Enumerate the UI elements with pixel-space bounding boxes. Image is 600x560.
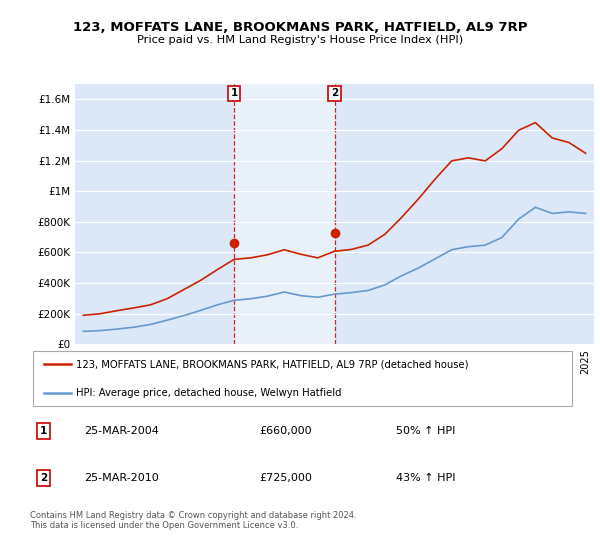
Text: 123, MOFFATS LANE, BROOKMANS PARK, HATFIELD, AL9 7RP: 123, MOFFATS LANE, BROOKMANS PARK, HATFI… xyxy=(73,21,527,34)
Text: 1: 1 xyxy=(40,426,47,436)
FancyBboxPatch shape xyxy=(33,351,572,407)
Text: 1: 1 xyxy=(230,88,238,98)
Text: 123, MOFFATS LANE, BROOKMANS PARK, HATFIELD, AL9 7RP (detached house): 123, MOFFATS LANE, BROOKMANS PARK, HATFI… xyxy=(76,359,469,369)
Text: 25-MAR-2004: 25-MAR-2004 xyxy=(85,426,160,436)
Text: Price paid vs. HM Land Registry's House Price Index (HPI): Price paid vs. HM Land Registry's House … xyxy=(137,35,463,45)
Text: 50% ↑ HPI: 50% ↑ HPI xyxy=(396,426,455,436)
Text: £660,000: £660,000 xyxy=(259,426,312,436)
Bar xyxy=(234,84,335,344)
Text: £725,000: £725,000 xyxy=(259,473,312,483)
Text: 43% ↑ HPI: 43% ↑ HPI xyxy=(396,473,455,483)
Text: HPI: Average price, detached house, Welwyn Hatfield: HPI: Average price, detached house, Welw… xyxy=(76,388,342,398)
Text: Contains HM Land Registry data © Crown copyright and database right 2024.
This d: Contains HM Land Registry data © Crown c… xyxy=(30,511,356,530)
Text: 2: 2 xyxy=(40,473,47,483)
Text: 25-MAR-2010: 25-MAR-2010 xyxy=(85,473,160,483)
Text: 2: 2 xyxy=(331,88,338,98)
